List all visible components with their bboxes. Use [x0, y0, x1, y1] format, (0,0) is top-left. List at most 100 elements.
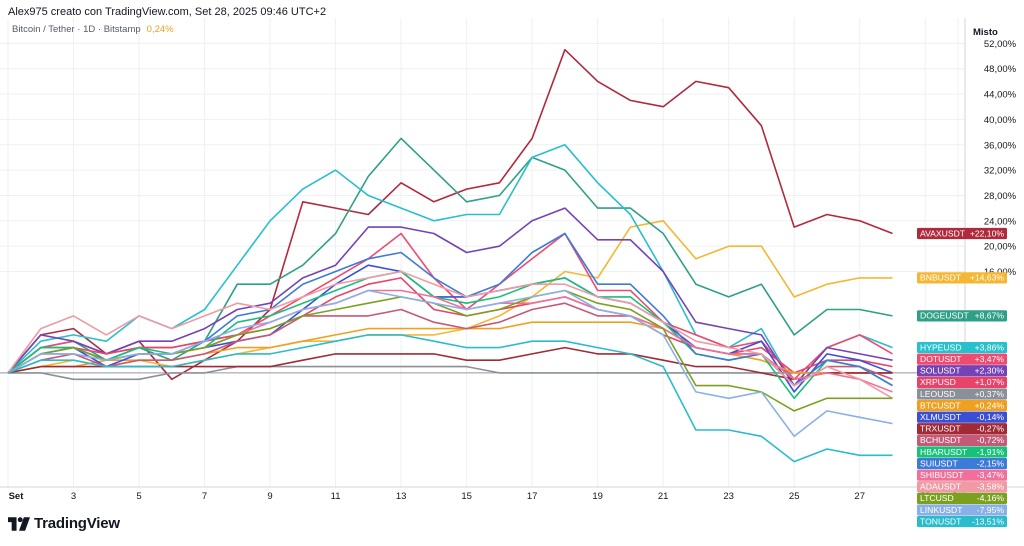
last-value-symbol: XLMUSDT: [920, 412, 962, 422]
series-lines: [0, 48, 965, 463]
last-value-symbol: DOTUSDT: [920, 354, 962, 364]
brand-name: TradingView: [34, 515, 120, 532]
x-tick-label: 3: [71, 491, 76, 502]
x-tick-label: 9: [267, 491, 272, 502]
y-tick-label: 36,00%: [984, 140, 1017, 151]
scale-mode-label[interactable]: Misto: [973, 27, 998, 38]
last-value-label-xlmusdt: XLMUSDT -0,14%: [917, 411, 1007, 423]
last-value-label-bg: [917, 411, 1007, 423]
last-value-symbol: ADAUSDT: [920, 482, 962, 492]
last-value-label-bg: [917, 504, 1007, 516]
last-value-percent: +8,67%: [975, 311, 1005, 321]
y-tick-label: 48,00%: [984, 64, 1017, 75]
last-value-symbol: BTCUSDT: [920, 400, 961, 410]
series-line-trxusdt[interactable]: [7, 346, 893, 381]
series-line-solusdt[interactable]: [7, 207, 893, 387]
series-last-value-labels: AVAXUSDT +22,10% BNBUSDT +14,63% DOGEUSDT +8,…: [917, 227, 1007, 528]
last-value-percent: +22,10%: [970, 228, 1005, 238]
last-value-label-bg: [917, 457, 1007, 470]
last-value-label-bg: [917, 423, 1007, 435]
last-value-percent: +0,24%: [975, 400, 1005, 410]
last-value-label-bg: [917, 310, 1007, 322]
last-value-label-leousd: LEOUSD +0,37%: [917, 388, 1007, 400]
y-tick-label: 20,00%: [984, 242, 1017, 253]
last-value-percent: -7,95%: [977, 505, 1005, 515]
last-value-label-bg: [917, 365, 1007, 377]
last-value-label-bg: [917, 272, 1007, 284]
series-line-adausdt[interactable]: [7, 270, 893, 399]
series-line-hypeusd[interactable]: [7, 144, 893, 387]
last-value-percent: -4,16%: [977, 493, 1005, 503]
last-value-symbol: SOLUSDT: [920, 366, 961, 376]
x-tick-label: 19: [592, 491, 603, 502]
x-tick-label: 7: [202, 491, 207, 502]
last-value-symbol: DOGEUSDT: [920, 311, 969, 321]
last-value-symbol: LEOUSD: [920, 389, 955, 399]
last-value-label-dotusdt: DOTUSDT +3,47%: [917, 353, 1007, 365]
last-value-percent: +14,63%: [970, 273, 1005, 283]
last-value-label-bg: [917, 434, 1007, 446]
last-value-label-linkusdt: LINKUSDT -7,95%: [917, 504, 1007, 516]
tradingview-brand[interactable]: TradingView: [8, 515, 120, 532]
last-value-label-shibusdt: SHIBUSDT -3,47%: [917, 469, 1007, 481]
last-value-percent: -0,72%: [977, 435, 1005, 445]
last-value-symbol: LTCUSD: [920, 493, 954, 503]
symbol-description: Bitcoin / Tether · 1D · Bitstamp: [12, 24, 141, 35]
last-value-percent: +3,47%: [975, 354, 1005, 364]
symbol-legend[interactable]: Bitcoin / Tether · 1D · Bitstamp 0,24%: [12, 24, 174, 35]
last-value-symbol: SUIUSDT: [920, 458, 958, 468]
y-tick-label: 28,00%: [984, 191, 1017, 202]
last-value-label-bg: [917, 376, 1007, 388]
last-value-label-trxusdt: TRXUSDT -0,27%: [917, 423, 1007, 435]
chart-credit-text: Alex975 creato con TradingView.com, Set …: [8, 6, 327, 18]
last-value-percent: -3,47%: [977, 470, 1005, 480]
last-value-symbol: BCHUSDT: [920, 435, 962, 445]
x-tick-label: 5: [136, 491, 141, 502]
last-value-symbol: BNBUSDT: [920, 273, 962, 283]
x-tick-label: 11: [331, 491, 341, 502]
last-value-label-bg: [917, 341, 1007, 354]
series-line-dogeusdt[interactable]: [7, 137, 893, 374]
time-axis[interactable]: Set357911131517192123252729Ott: [9, 491, 966, 502]
last-value-percent: -1,91%: [977, 447, 1005, 457]
last-value-percent: +2,30%: [975, 366, 1005, 376]
y-tick-label: 32,00%: [984, 166, 1017, 177]
x-tick-label: 25: [789, 491, 800, 502]
last-value-label-adausdt: ADAUSDT -3,58%: [917, 481, 1007, 493]
y-tick-label: 52,00%: [984, 39, 1017, 50]
price-axis[interactable]: 52,00% 48,00% 44,00% 40,00% 36,00% 32,00% 28,0…: [984, 39, 1017, 278]
last-value-label-dogeusdt: DOGEUSDT +8,67%: [917, 310, 1007, 322]
last-value-label-bg: [917, 481, 1007, 493]
last-value-label-tonusdt: TONUSDT -13,51%: [917, 515, 1007, 528]
last-value-label-hbarusdt: HBARUSDT -1,91%: [917, 446, 1007, 458]
last-value-label-ltcusd: LTCUSD -4,16%: [917, 492, 1007, 504]
last-value-symbol: LINKUSDT: [920, 505, 963, 515]
last-value-label-bg: [917, 399, 1007, 412]
last-value-symbol: HYPEUSD: [920, 342, 962, 352]
x-tick-label: 27: [854, 491, 865, 502]
last-value-label-btcusdt: BTCUSDT +0,24%: [917, 399, 1007, 412]
last-value-percent: +1,07%: [975, 377, 1005, 387]
last-value-percent: -3,58%: [977, 482, 1005, 492]
y-tick-label: 40,00%: [984, 115, 1017, 126]
series-line-bnbusdt[interactable]: [7, 220, 893, 374]
last-value-label-suiusdt: SUIUSDT -2,15%: [917, 457, 1007, 470]
last-value-symbol: TRXUSDT: [920, 424, 961, 434]
last-value-symbol: HBARUSDT: [920, 447, 968, 457]
last-value-percent: -0,14%: [977, 412, 1005, 422]
last-value-percent: -2,15%: [977, 458, 1005, 468]
last-value-label-bg: [917, 227, 1007, 240]
last-value-label-bg: [917, 446, 1007, 458]
last-value-percent: -13,51%: [972, 516, 1004, 526]
series-line-linkusdt[interactable]: [7, 289, 893, 438]
last-value-symbol: SHIBUSDT: [920, 470, 964, 480]
last-value-symbol: TONUSDT: [920, 516, 962, 526]
last-value-label-bchusdt: BCHUSDT -0,72%: [917, 434, 1007, 446]
series-line-leousd[interactable]: [8, 365, 893, 381]
y-tick-label: 44,00%: [984, 90, 1017, 101]
last-value-percent: +0,37%: [975, 389, 1005, 399]
series-line-tonusdt[interactable]: [7, 334, 893, 463]
last-value-label-hypeusd: HYPEUSD +3,86%: [917, 341, 1007, 354]
x-tick-label: 15: [461, 491, 472, 502]
